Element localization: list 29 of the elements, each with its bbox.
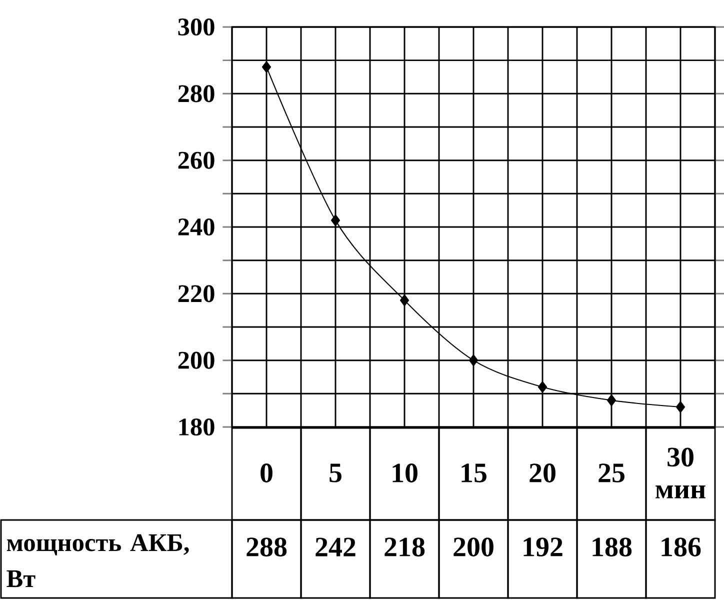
data-label: 200 [454,538,494,556]
x-tick-label: 15 [462,464,486,482]
point [538,381,548,393]
x-tick-label: 30 мин [656,448,706,498]
y-tick-label: 180 [179,418,214,436]
y-tick-label: 220 [178,285,214,302]
y-tick-label: 260 [178,152,214,169]
x-tick-label: 10 [392,464,418,482]
x-tick-label: 20 [530,464,556,482]
x-tick-label: 0 [260,464,272,482]
data-label: 188 [592,538,632,556]
point [400,294,410,306]
y-tick-label: 300 [178,18,214,36]
data-label: 192 [524,538,562,556]
y-tick-label: 240 [178,218,214,236]
x-tick-label: 5 [330,464,342,482]
data-label: 288 [246,538,287,556]
point [676,401,686,413]
data-label: 218 [384,538,425,556]
data-label: 242 [316,538,356,556]
point [606,394,616,406]
y-tick-label: 200 [178,352,214,369]
x-tick-label: 25 [598,464,624,482]
point [262,61,272,73]
point [468,354,478,366]
data-label: 186 [662,538,701,556]
point [330,214,340,226]
text: мощность АКБ, Вт [6,534,189,588]
y-tick-label: 280 [178,85,214,102]
